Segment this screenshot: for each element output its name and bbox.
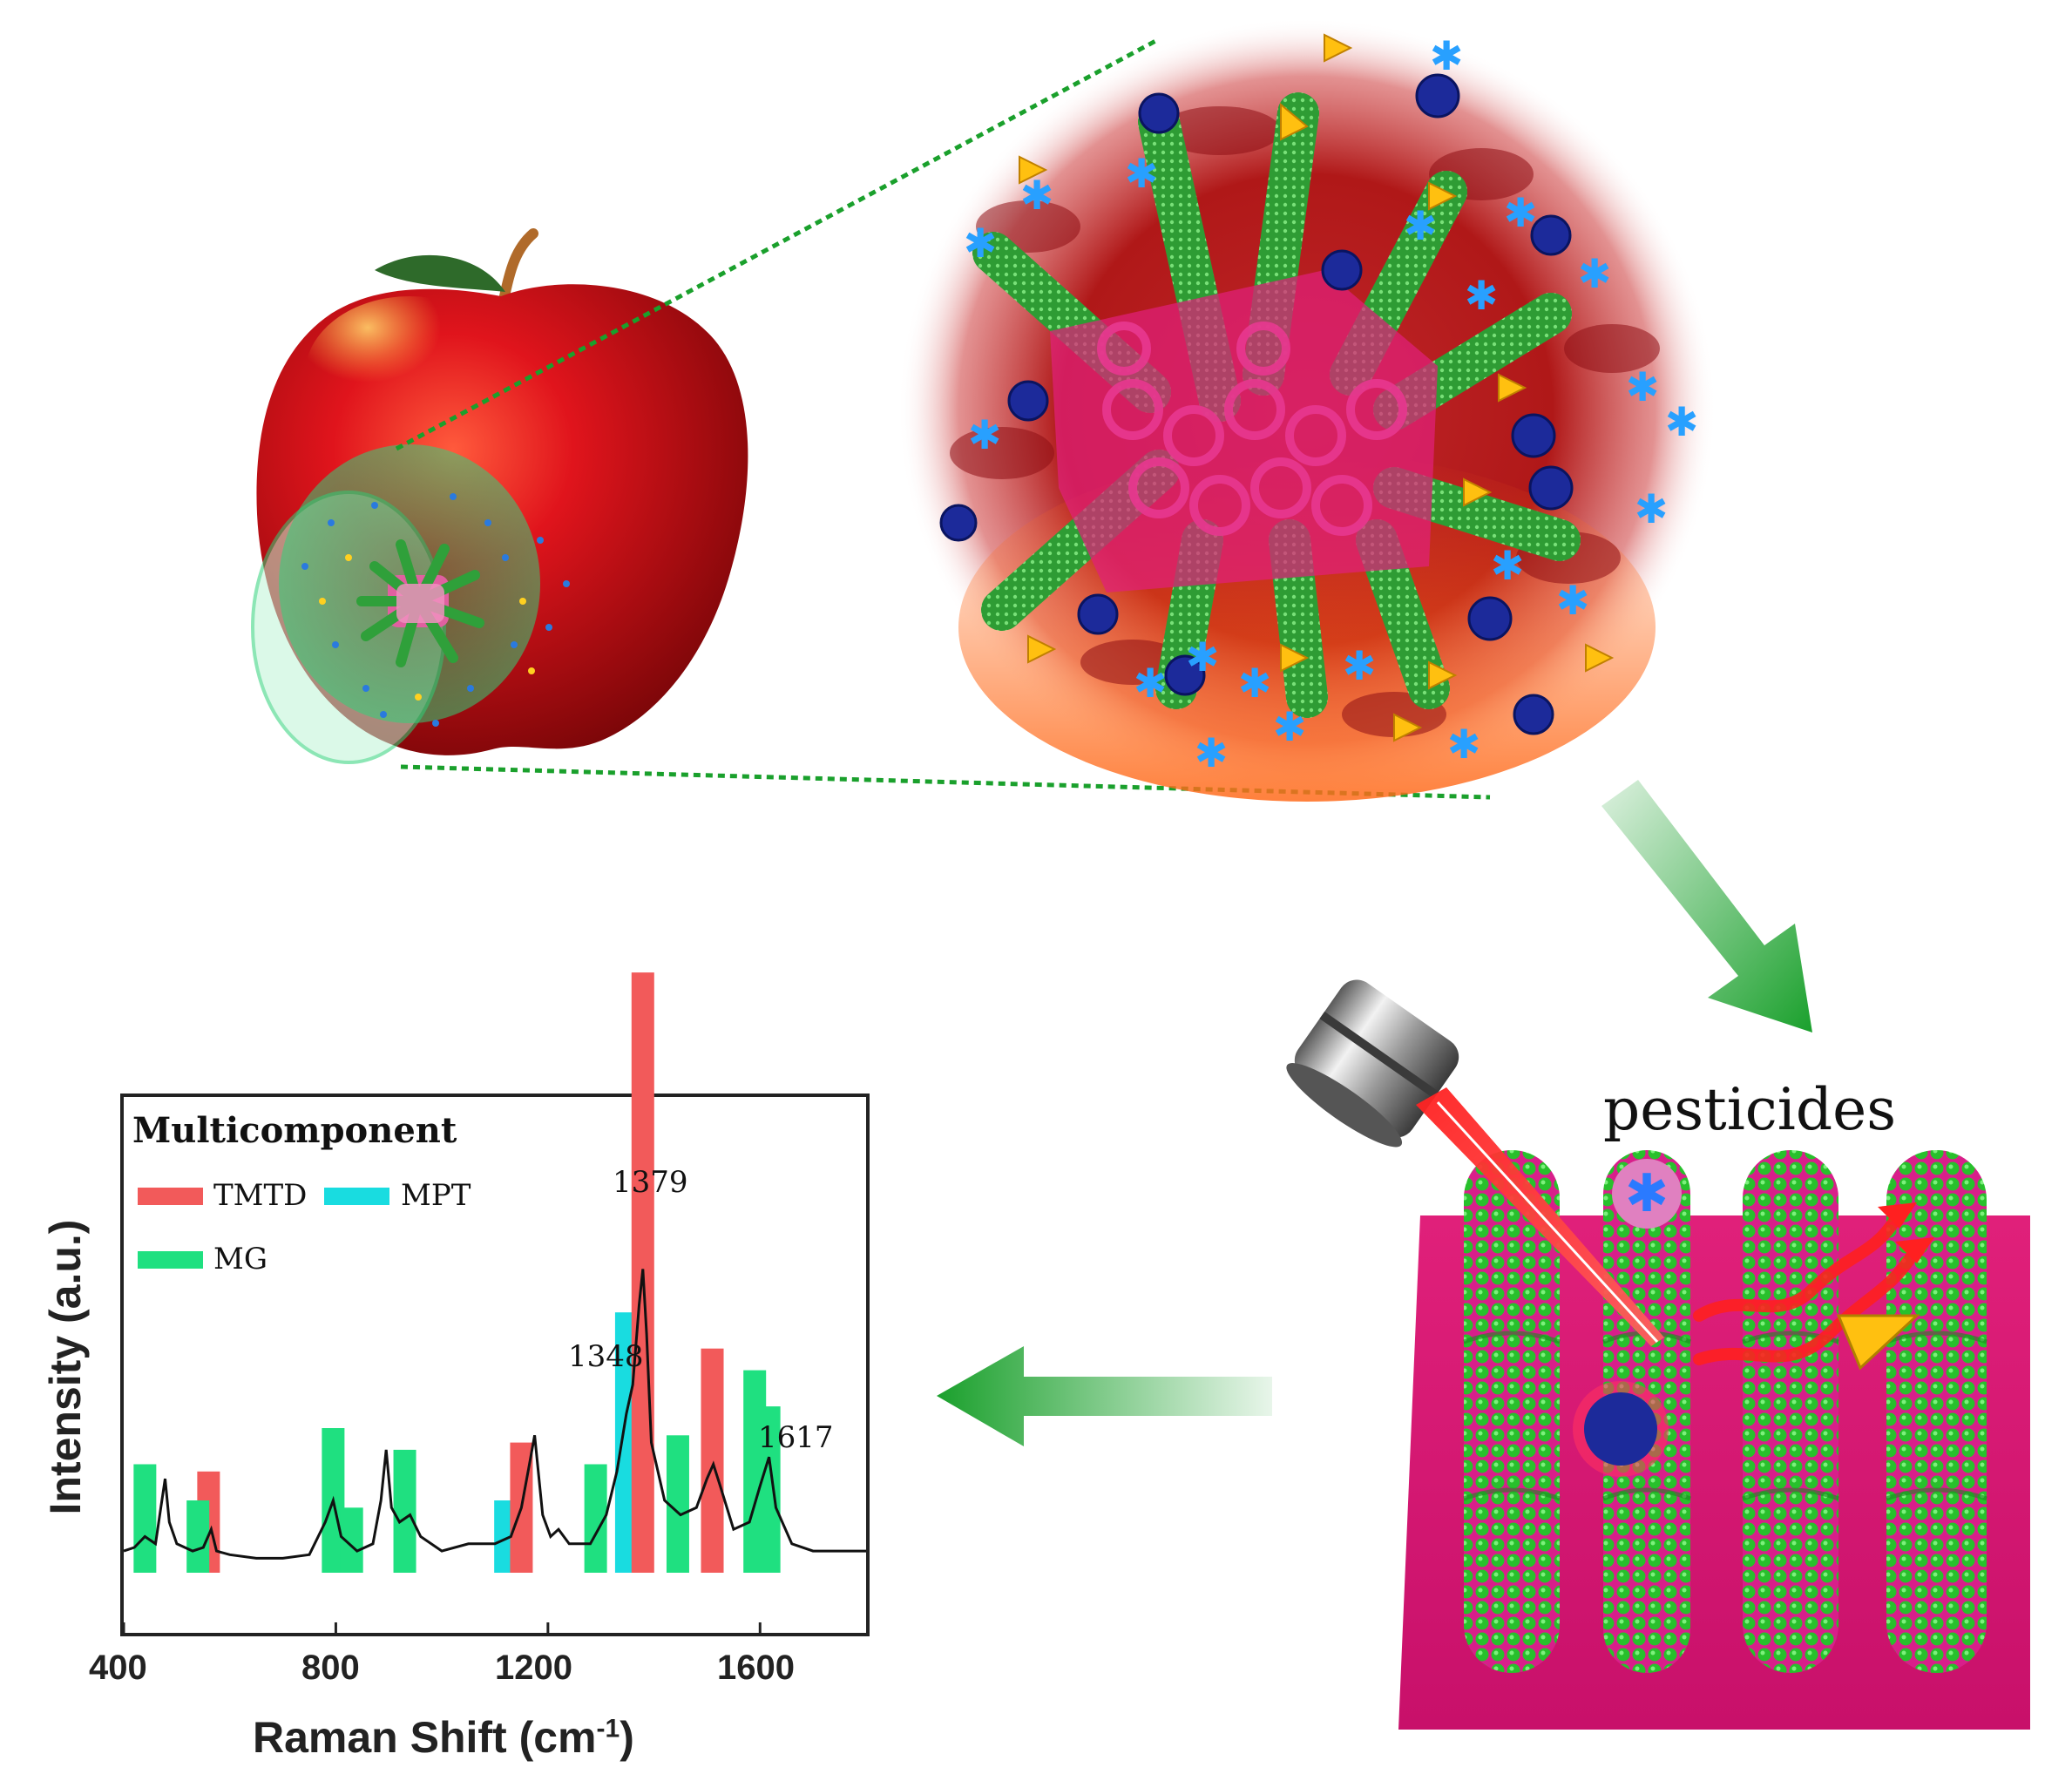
- svg-text:✱: ✱: [1556, 577, 1590, 624]
- band-mg-930: [393, 1449, 416, 1573]
- apple-stem: [498, 228, 538, 306]
- svg-text:✱: ✱: [1273, 703, 1307, 750]
- x-axis-label-main: Raman Shift (cm: [253, 1713, 597, 1762]
- svg-text:✱: ✱: [1465, 272, 1499, 319]
- scattered-signal-arrows: [1693, 1214, 1919, 1365]
- legend-swatch-mg: [138, 1251, 203, 1269]
- x-axis-label: Raman Shift (cm-1): [253, 1712, 634, 1763]
- x-axis-label-close: ): [620, 1713, 634, 1762]
- legend-swatch-mpt: [324, 1188, 389, 1205]
- laser-head: [1286, 979, 1459, 1148]
- svg-text:✱: ✱: [1343, 642, 1377, 689]
- arrow-left: [937, 1346, 1272, 1446]
- legend-label-mpt: MPT: [401, 1178, 471, 1213]
- apple-illustration: [251, 228, 748, 764]
- legend-label-mg: MG: [213, 1242, 267, 1276]
- band-mg-540: [186, 1500, 210, 1573]
- x-tick-layer: [122, 1622, 762, 1635]
- svg-text:✱: ✱: [1195, 729, 1229, 776]
- svg-text:✱: ✱: [1625, 1163, 1669, 1224]
- legend-label-tmtd: TMTD: [213, 1178, 308, 1213]
- svg-text:✱: ✱: [1626, 363, 1660, 410]
- svg-text:✱: ✱: [1404, 202, 1438, 249]
- peak-label-1348: 1348: [568, 1339, 644, 1374]
- svg-text:✱: ✱: [1491, 542, 1525, 589]
- analyte-polyhedron: [1573, 1381, 1669, 1477]
- apple-leaf: [375, 254, 505, 292]
- svg-text:✱: ✱: [1238, 660, 1272, 707]
- peak-label-1617: 1617: [758, 1420, 834, 1455]
- y-axis-label: Intensity (a.u.): [41, 1219, 90, 1515]
- nano-cluster: [356, 539, 484, 667]
- pesticides-label: pesticides: [1603, 1076, 1897, 1143]
- legend-swatch-tmtd: [138, 1188, 203, 1205]
- analyte-pyramid: [1836, 1314, 1920, 1371]
- svg-text:✱: ✱: [968, 411, 1002, 458]
- x-axis-label-superscript: -1: [596, 1714, 620, 1744]
- svg-text:✱: ✱: [1186, 633, 1220, 680]
- zoomed-surface-view: ✱✱✱ ✱ ✱ ✱ ✱✱✱ ✱✱✱ ✱✱✱ ✱ ✱✱ ✱ ✱✱: [897, 17, 1717, 802]
- svg-text:✱: ✱: [1447, 721, 1481, 768]
- band-mg-440: [133, 1464, 157, 1573]
- arrow-down-right: [1601, 780, 1812, 1033]
- spectrum-line: [123, 1269, 866, 1560]
- plot-title: Multicomponent: [132, 1110, 457, 1151]
- peak-label-1379: 1379: [613, 1165, 688, 1200]
- svg-text:✱: ✱: [1125, 150, 1159, 197]
- svg-text:✱: ✱: [1430, 32, 1464, 79]
- molecule-dots: [301, 493, 570, 727]
- x-tick-label-1200: 1200: [495, 1649, 572, 1687]
- x-tick-label-400: 400: [89, 1649, 147, 1687]
- svg-text:✱: ✱: [1578, 250, 1612, 297]
- band-tmtd-1510: [701, 1348, 724, 1573]
- svg-text:✱: ✱: [964, 220, 998, 267]
- svg-text:✱: ✱: [1504, 189, 1538, 236]
- svg-text:✱: ✱: [1665, 398, 1699, 445]
- svg-text:✱: ✱: [1134, 660, 1168, 707]
- x-tick-label-800: 800: [301, 1649, 360, 1687]
- spectrum-panel: [120, 972, 870, 1636]
- zoom-guide-top: [395, 37, 1161, 451]
- x-tick-label-1600: 1600: [717, 1649, 795, 1687]
- svg-text:✱: ✱: [1635, 485, 1669, 532]
- analyte-star: ✱: [1612, 1159, 1682, 1229]
- band-mg-1617: [757, 1406, 781, 1573]
- sers-substrate-illustration: ✱: [1286, 979, 2030, 1730]
